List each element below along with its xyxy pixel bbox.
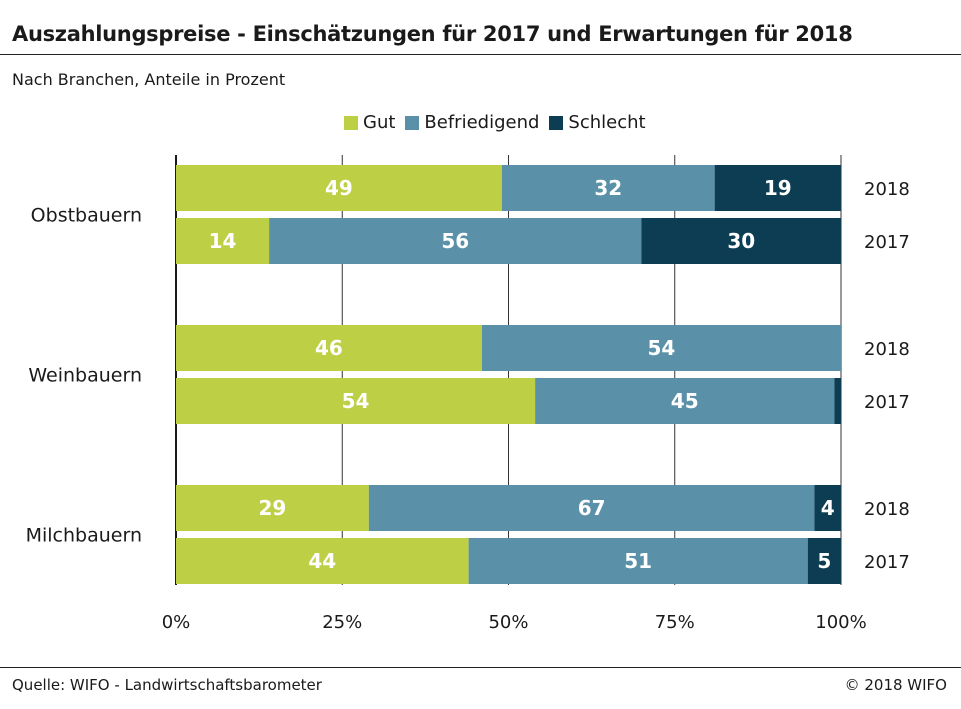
x-tick-label: 25% [322,612,362,633]
legend-item-gut: Gut [344,112,395,133]
chart-subtitle: Nach Branchen, Anteile in Prozent [12,70,286,89]
year-label: 2017 [864,552,910,573]
x-tick-label: 0% [162,612,191,633]
legend-label-gut: Gut [363,112,396,133]
bar-segment-gut [176,165,502,211]
data-label: 32 [594,176,622,200]
x-tick-label: 75% [655,612,695,633]
data-label: 49 [325,176,353,200]
legend-swatch-gut [344,115,358,130]
data-label: 44 [308,549,336,573]
source-note: Quelle: WIFO - Landwirtschaftsbarometer [12,676,322,694]
footer-divider [0,667,961,668]
data-label: 4 [821,496,835,520]
legend: Gut Befriedigend Schlecht [344,112,656,133]
copyright-note: © 2018 WIFO [844,676,947,694]
legend-swatch-befriedigend [405,115,420,130]
bar-segment-befriedigend [501,165,715,211]
year-label: 2018 [864,499,910,520]
title-divider [0,54,961,55]
legend-item-befriedigend: Befriedigend [405,112,539,133]
bar-segment-schlecht [641,218,841,264]
x-tick-label: 100% [815,612,866,633]
year-label: 2017 [864,392,910,413]
bar-segment-befriedigend [269,218,642,264]
chart-title: Auszahlungspreise - Einschätzungen für 2… [12,22,853,46]
legend-swatch-schlecht [549,115,564,130]
legend-label-schlecht: Schlecht [568,112,646,133]
data-label: 29 [259,496,287,520]
data-label: 45 [671,389,699,413]
bar-segment-befriedigend [535,378,835,424]
data-label: 51 [624,549,652,573]
bar-segment-gut [176,378,536,424]
data-label: 46 [315,336,343,360]
data-label: 30 [727,229,755,253]
data-label: 14 [209,229,237,253]
year-label: 2017 [864,232,910,253]
year-label: 2018 [864,179,910,200]
bar-segment-schlecht [807,538,841,584]
category-label: Weinbauern [28,365,142,387]
bar-segment-gut [176,325,482,371]
data-label: 19 [764,176,792,200]
bar-segment-gut [176,485,369,531]
bar-segment-gut [176,538,469,584]
bar-segment-schlecht [834,378,841,424]
bar-segment-schlecht [714,165,841,211]
bar-segment-schlecht [814,485,841,531]
bar-segment-befriedigend [468,538,808,584]
data-label: 56 [441,229,469,253]
bar-segment-befriedigend [481,325,841,371]
data-label: 54 [648,336,676,360]
year-label: 2018 [864,339,910,360]
data-label: 67 [578,496,606,520]
category-label: Milchbauern [26,525,142,547]
x-tick-label: 50% [488,612,528,633]
legend-item-schlecht: Schlecht [549,112,646,133]
bar-segment-befriedigend [368,485,815,531]
data-label: 54 [342,389,370,413]
bar-segment-gut [176,218,270,264]
category-label: Obstbauern [31,205,142,227]
data-label: 5 [817,549,831,573]
legend-label-befriedigend: Befriedigend [424,112,540,133]
